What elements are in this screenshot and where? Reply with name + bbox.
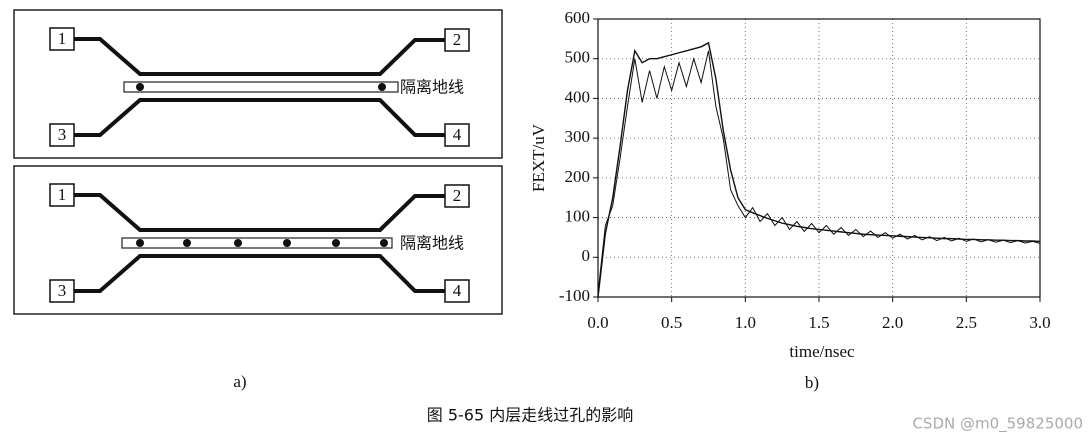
y-tick-label: 400 (565, 87, 591, 106)
x-axis-label: time/nsec (789, 342, 855, 361)
via (234, 239, 242, 247)
y-axis-label: FEXT/uV (529, 123, 548, 192)
port-box (49, 123, 75, 147)
watermark: CSDN @m0_59825000 (912, 415, 1083, 434)
trace (74, 37, 445, 76)
x-tick-label: 3.0 (1029, 313, 1050, 332)
x-tick-label: 1.0 (735, 313, 756, 332)
via (378, 83, 386, 91)
via (332, 239, 340, 247)
y-tick-label: 200 (565, 167, 591, 186)
port-label: 2 (453, 186, 462, 205)
ground-label: 隔离地线 (400, 78, 464, 97)
plot-frame (597, 18, 1041, 298)
x-tick-label: 2.5 (956, 313, 977, 332)
data-line (597, 41, 1041, 298)
trace (74, 254, 445, 293)
panel-frame (13, 165, 503, 315)
via (183, 239, 191, 247)
via (283, 239, 291, 247)
data-line (597, 50, 1041, 294)
x-tick-label: 0.0 (587, 313, 608, 332)
port-box (444, 28, 470, 52)
port-label: 4 (453, 281, 462, 300)
port-label: 3 (58, 281, 67, 300)
x-tick-label: 1.5 (808, 313, 829, 332)
via (136, 239, 144, 247)
port-label: 2 (453, 30, 462, 49)
y-tick-label: -100 (559, 286, 590, 305)
y-tick-label: 500 (565, 48, 591, 67)
ground-label: 隔离地线 (400, 234, 464, 253)
trace (74, 98, 445, 137)
x-tick-label: 2.0 (882, 313, 903, 332)
via (136, 83, 144, 91)
panel-label: b) (805, 373, 819, 392)
y-tick-label: 0 (582, 246, 591, 265)
ground-strip (123, 81, 399, 93)
y-tick-label: 300 (565, 127, 591, 146)
port-box (444, 123, 470, 147)
y-tick-label: 100 (565, 206, 591, 225)
port-label: 4 (453, 125, 462, 144)
port-box (444, 184, 470, 208)
port-box (444, 279, 470, 303)
port-label: 1 (58, 185, 67, 204)
port-label: 3 (58, 125, 67, 144)
caption: 图 5-65 内层走线过孔的影响 (427, 406, 634, 425)
x-tick-label: 0.5 (661, 313, 682, 332)
port-box (49, 279, 75, 303)
y-tick-label: 600 (565, 8, 591, 27)
port-box (49, 183, 75, 207)
trace (74, 193, 445, 232)
panel-label: a) (233, 372, 246, 391)
port-box (49, 27, 75, 51)
panel-frame (13, 9, 503, 159)
via (380, 239, 388, 247)
ground-strip (121, 237, 393, 249)
port-label: 1 (58, 29, 67, 48)
